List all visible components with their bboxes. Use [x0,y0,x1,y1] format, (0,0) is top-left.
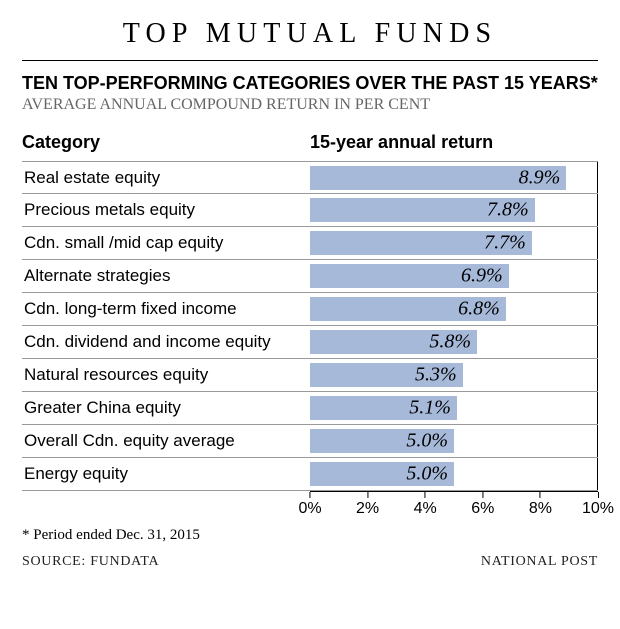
x-axis-tick-label: 8% [529,500,552,518]
bar: 7.7% [310,231,532,255]
chart-row: Precious metals equity 7.8% [22,194,598,227]
bar: 6.8% [310,297,506,321]
bar-value-label: 5.0% [406,430,448,453]
bar-cell: 5.3% [310,359,598,391]
bar: 5.3% [310,363,463,387]
x-axis-tick-label: 2% [356,500,379,518]
bar-value-label: 5.8% [429,331,471,354]
bar-value-label: 8.9% [519,166,561,189]
bar: 5.0% [310,429,454,453]
chart-body: Real estate equity 8.9% Precious metals eq… [22,161,598,491]
bar-value-label: 6.8% [458,298,500,321]
x-axis-tick: 4% [414,492,437,518]
category-label: Alternate strategies [22,266,310,286]
bar-value-label: 7.8% [487,199,529,222]
bar-cell: 5.0% [310,425,598,457]
x-axis-tick-label: 10% [582,500,614,518]
chart-row: Cdn. long-term fixed income 6.8% [22,293,598,326]
chart-row: Energy equity 5.0% [22,458,598,491]
chart-row: Cdn. dividend and income equity 5.8% [22,326,598,359]
category-label: Cdn. dividend and income equity [22,332,310,352]
source-label: SOURCE: FUNDATA [22,554,159,570]
chart-row: Natural resources equity 5.3% [22,359,598,392]
chart-row: Overall Cdn. equity average 5.0% [22,425,598,458]
bar-value-label: 6.9% [461,265,503,288]
bar: 5.8% [310,330,477,354]
x-axis-tick-label: 6% [471,500,494,518]
category-label: Precious metals equity [22,200,310,220]
column-header-value: 15-year annual return [310,132,598,153]
chart-row: Alternate strategies 6.9% [22,260,598,293]
brand-label: NATIONAL POST [481,554,598,570]
bar-value-label: 7.7% [484,232,526,255]
bar-cell: 6.9% [310,260,598,292]
bar: 6.9% [310,264,509,288]
bar: 8.9% [310,166,566,190]
bar-cell: 5.1% [310,392,598,424]
main-title: TOP MUTUAL FUNDS [22,18,598,61]
x-axis-tick: 6% [471,492,494,518]
x-axis-tick-label: 4% [414,500,437,518]
subtitle: TEN TOP-PERFORMING CATEGORIES OVER THE P… [22,73,598,94]
category-label: Cdn. long-term fixed income [22,299,310,319]
x-axis-tick: 8% [529,492,552,518]
bar-cell: 7.7% [310,227,598,259]
chart-row: Real estate equity 8.9% [22,161,598,194]
category-label: Real estate equity [22,168,310,188]
column-header-category: Category [22,132,310,153]
category-label: Natural resources equity [22,365,310,385]
chart-row: Greater China equity 5.1% [22,392,598,425]
bar: 5.0% [310,462,454,486]
x-axis: 0%2%4%6%8%10% [310,491,598,517]
chart-row: Cdn. small /mid cap equity 7.7% [22,227,598,260]
bar-value-label: 5.1% [409,397,451,420]
bar-value-label: 5.0% [406,463,448,486]
bar-cell: 5.8% [310,326,598,358]
chart: Category 15-year annual return Real esta… [22,132,598,517]
bar: 5.1% [310,396,457,420]
bar-cell: 6.8% [310,293,598,325]
bar-cell: 5.0% [310,458,598,490]
x-axis-tick-label: 0% [298,500,321,518]
bar-cell: 8.9% [310,162,598,193]
bar-value-label: 5.3% [415,364,457,387]
category-label: Cdn. small /mid cap equity [22,233,310,253]
subtitle-secondary: AVERAGE ANNUAL COMPOUND RETURN IN PER CE… [22,96,598,114]
bar: 7.8% [310,198,535,222]
category-label: Greater China equity [22,398,310,418]
category-label: Overall Cdn. equity average [22,431,310,451]
x-axis-tick: 0% [298,492,321,518]
bar-cell: 7.8% [310,194,598,226]
x-axis-tick: 2% [356,492,379,518]
category-label: Energy equity [22,464,310,484]
x-axis-tick: 10% [582,492,614,518]
footnote: * Period ended Dec. 31, 2015 [22,527,598,544]
